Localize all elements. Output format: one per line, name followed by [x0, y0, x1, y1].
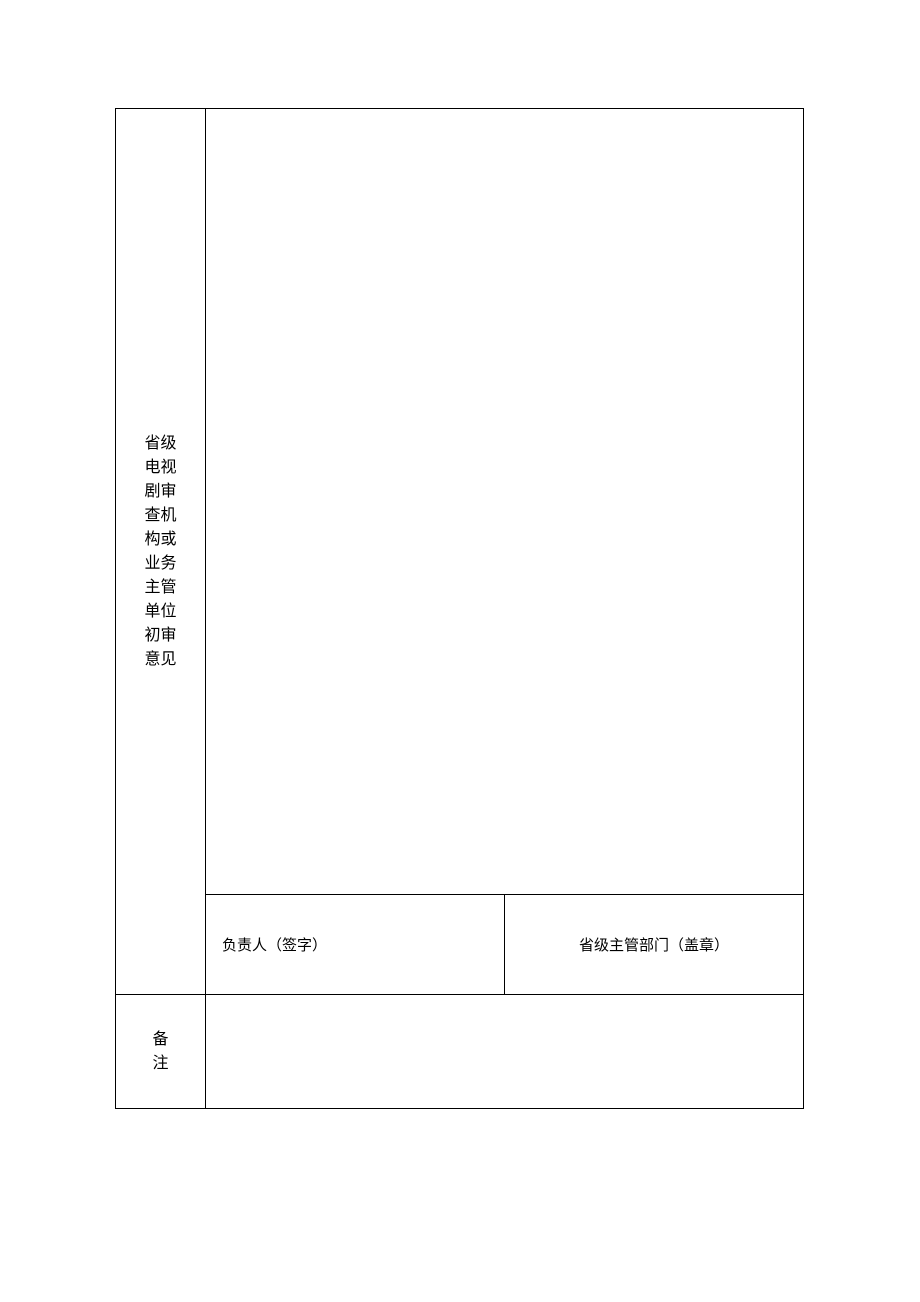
- remark-label-cell: 备注: [116, 995, 206, 1109]
- stamp-label: 省级主管部门（盖章）: [579, 938, 729, 954]
- signature-cell: 负责人（签字）: [206, 895, 505, 995]
- review-opinion-label: 省级电视剧审查机构或业务主管单位初审意见: [130, 432, 191, 672]
- remark-content-cell: [206, 995, 804, 1109]
- signature-row: 负责人（签字） 省级主管部门（盖章）: [116, 895, 804, 995]
- remark-row: 备注: [116, 995, 804, 1109]
- remark-label: 备注: [130, 1028, 191, 1076]
- stamp-cell: 省级主管部门（盖章）: [505, 895, 804, 995]
- form-table-container: 省级电视剧审查机构或业务主管单位初审意见 负责人（签字） 省级主管部门（盖章） …: [115, 108, 804, 1109]
- review-opinion-row: 省级电视剧审查机构或业务主管单位初审意见: [116, 109, 804, 895]
- review-opinion-label-cell: 省级电视剧审查机构或业务主管单位初审意见: [116, 109, 206, 995]
- review-form-table: 省级电视剧审查机构或业务主管单位初审意见 负责人（签字） 省级主管部门（盖章） …: [115, 108, 804, 1109]
- signature-label: 负责人（签字）: [222, 938, 327, 954]
- review-opinion-content-cell: [206, 109, 804, 895]
